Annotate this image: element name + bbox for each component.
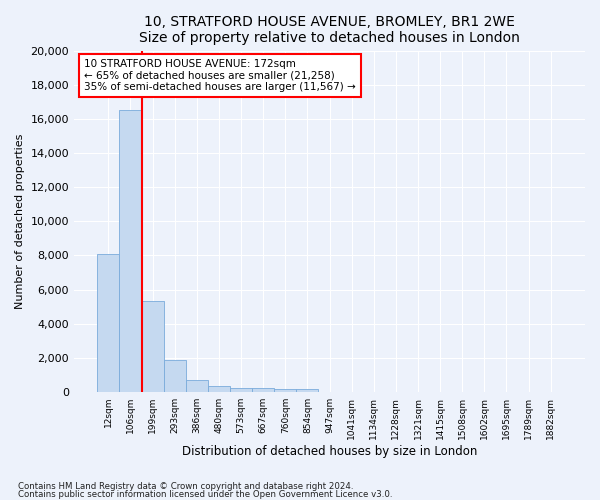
Bar bbox=[164, 360, 186, 392]
Text: 10 STRATFORD HOUSE AVENUE: 172sqm
← 65% of detached houses are smaller (21,258)
: 10 STRATFORD HOUSE AVENUE: 172sqm ← 65% … bbox=[84, 59, 356, 92]
Text: Contains public sector information licensed under the Open Government Licence v3: Contains public sector information licen… bbox=[18, 490, 392, 499]
Bar bbox=[274, 389, 296, 392]
Title: 10, STRATFORD HOUSE AVENUE, BROMLEY, BR1 2WE
Size of property relative to detach: 10, STRATFORD HOUSE AVENUE, BROMLEY, BR1… bbox=[139, 15, 520, 45]
Text: Contains HM Land Registry data © Crown copyright and database right 2024.: Contains HM Land Registry data © Crown c… bbox=[18, 482, 353, 491]
Bar bbox=[252, 388, 274, 392]
X-axis label: Distribution of detached houses by size in London: Distribution of detached houses by size … bbox=[182, 444, 477, 458]
Bar bbox=[186, 380, 208, 392]
Bar bbox=[119, 110, 142, 392]
Bar bbox=[230, 388, 252, 392]
Bar bbox=[142, 302, 164, 392]
Y-axis label: Number of detached properties: Number of detached properties bbox=[15, 134, 25, 309]
Bar bbox=[97, 254, 119, 392]
Bar bbox=[208, 386, 230, 392]
Bar bbox=[296, 388, 319, 392]
